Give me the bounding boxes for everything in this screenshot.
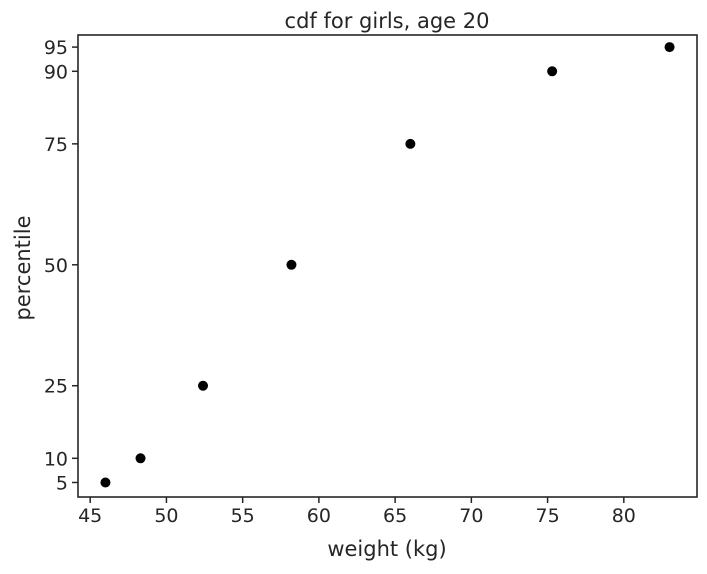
y-tick-label: 10 xyxy=(44,448,68,470)
y-tick-label: 90 xyxy=(44,61,68,83)
x-tick-label: 45 xyxy=(78,505,102,527)
y-tick-label: 75 xyxy=(44,134,68,156)
x-axis-label: weight (kg) xyxy=(327,537,446,561)
x-tick-label: 75 xyxy=(535,505,559,527)
x-tick-label: 50 xyxy=(154,505,178,527)
x-tick-label: 60 xyxy=(307,505,331,527)
x-tick-label: 55 xyxy=(231,505,255,527)
x-tick-label: 70 xyxy=(459,505,483,527)
x-tick-label: 65 xyxy=(383,505,407,527)
data-point xyxy=(286,259,297,270)
data-point xyxy=(198,380,209,391)
chart-title: cdf for girls, age 20 xyxy=(285,9,490,33)
y-tick-label: 95 xyxy=(44,37,68,59)
data-point xyxy=(405,138,416,149)
x-tick-label: 80 xyxy=(612,505,636,527)
data-point xyxy=(135,453,146,464)
y-tick-label: 25 xyxy=(44,376,68,398)
y-tick-label: 5 xyxy=(56,472,68,494)
data-point xyxy=(664,42,675,53)
x-axis-ticks: 45 50 55 60 65 70 75 80 xyxy=(78,497,636,527)
data-point xyxy=(100,477,111,488)
plot-frame xyxy=(77,34,698,498)
data-points xyxy=(100,42,675,488)
data-point xyxy=(547,66,558,77)
y-tick-label: 50 xyxy=(44,255,68,277)
y-axis-label: percentile xyxy=(11,215,35,320)
